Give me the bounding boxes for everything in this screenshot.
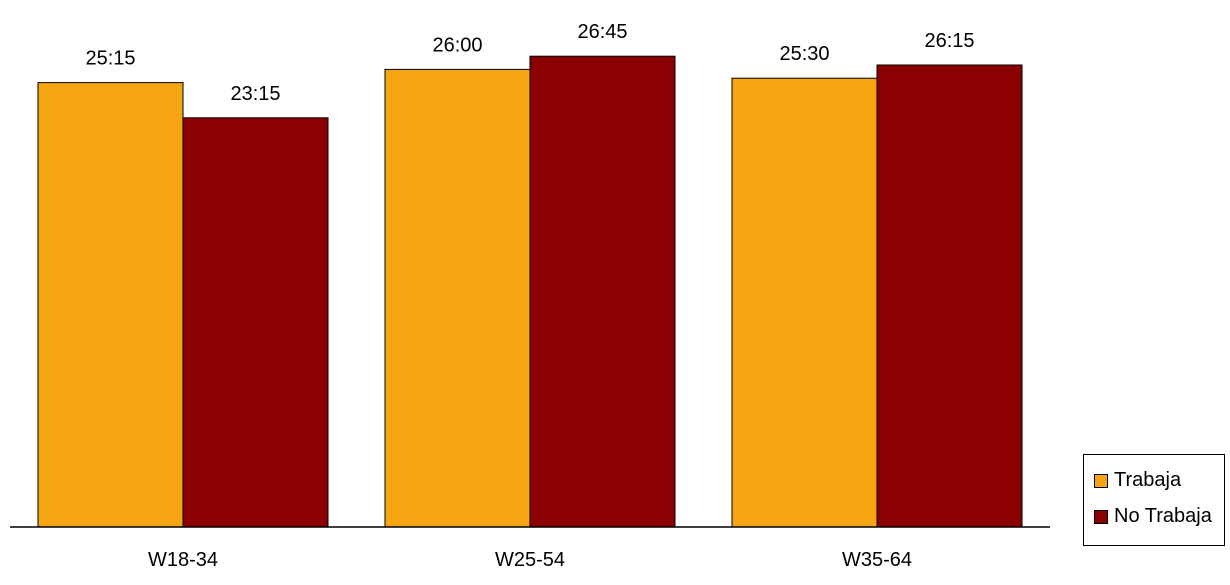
value-label-no-trabaja-w25-54: 26:45	[577, 21, 627, 43]
legend-swatch-trabaja	[1094, 473, 1108, 488]
value-label-no-trabaja-w18-34: 23:15	[230, 83, 280, 105]
legend-item-trabaja: Trabaja	[1094, 469, 1181, 492]
bar-no-trabaja-w25-54	[529, 55, 676, 528]
category-label-w25-54: W25-54	[495, 549, 565, 571]
legend: Trabaja No Trabaja	[1083, 454, 1225, 546]
bar-trabaja-w35-64	[731, 77, 878, 528]
category-label-w18-34: W18-34	[148, 549, 218, 571]
value-label-trabaja-w18-34: 25:15	[85, 48, 135, 70]
value-label-trabaja-w35-64: 25:30	[779, 43, 829, 65]
legend-label-trabaja: Trabaja	[1114, 469, 1182, 491]
bars-group	[37, 55, 1023, 528]
bar-trabaja-w25-54	[384, 68, 531, 528]
legend-swatch-no-trabaja	[1094, 509, 1108, 524]
legend-item-no-trabaja: No Trabaja	[1094, 505, 1212, 528]
bar-no-trabaja-w35-64	[876, 64, 1023, 528]
value-label-trabaja-w25-54: 26:00	[432, 34, 482, 56]
bar-no-trabaja-w18-34	[182, 117, 329, 528]
legend-label-no-trabaja: No Trabaja	[1114, 505, 1212, 527]
bar-trabaja-w18-34	[37, 82, 184, 528]
value-labels-group: 25:15 23:15 26:00 26:45 25:30 26:15	[85, 21, 974, 105]
value-label-no-trabaja-w35-64: 26:15	[924, 30, 974, 52]
category-labels-group: W18-34 W25-54 W35-64	[148, 549, 912, 571]
category-label-w35-64: W35-64	[842, 549, 912, 571]
